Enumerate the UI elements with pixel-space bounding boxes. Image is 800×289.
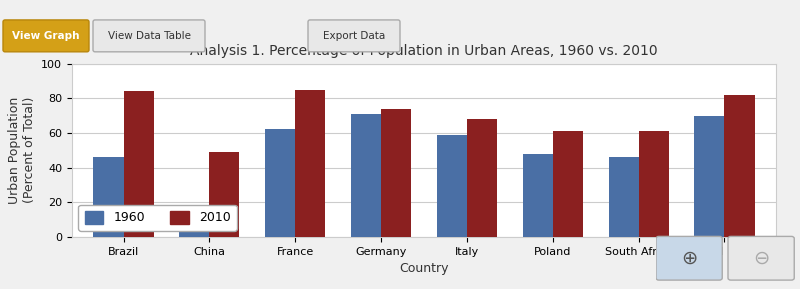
FancyBboxPatch shape [656, 236, 722, 280]
Bar [94, 157, 123, 237]
Bar [467, 119, 497, 237]
Bar [295, 90, 326, 237]
Bar [553, 131, 583, 237]
FancyBboxPatch shape [93, 20, 205, 52]
Bar [437, 135, 467, 237]
Y-axis label: Urban Population
(Percent of Total): Urban Population (Percent of Total) [8, 97, 36, 204]
Text: ⊕: ⊕ [681, 249, 698, 268]
Text: Export Data: Export Data [323, 31, 385, 41]
Bar [210, 152, 239, 237]
Bar [123, 91, 154, 237]
Text: View Data Table: View Data Table [107, 31, 190, 41]
Bar [609, 157, 638, 237]
Text: View Graph: View Graph [12, 31, 80, 41]
X-axis label: Country: Country [399, 262, 449, 275]
Text: ⊖: ⊖ [753, 249, 770, 268]
Legend: 1960, 2010: 1960, 2010 [78, 205, 237, 231]
Bar [638, 131, 669, 237]
Bar [381, 109, 411, 237]
FancyBboxPatch shape [308, 20, 400, 52]
Title: Analysis 1. Percentage of Population in Urban Areas, 1960 vs. 2010: Analysis 1. Percentage of Population in … [190, 44, 658, 58]
Bar [265, 129, 295, 237]
Bar [179, 209, 210, 237]
Bar [522, 154, 553, 237]
Bar [694, 116, 725, 237]
FancyBboxPatch shape [3, 20, 89, 52]
Bar [725, 95, 754, 237]
Bar [351, 114, 381, 237]
FancyBboxPatch shape [728, 236, 794, 280]
